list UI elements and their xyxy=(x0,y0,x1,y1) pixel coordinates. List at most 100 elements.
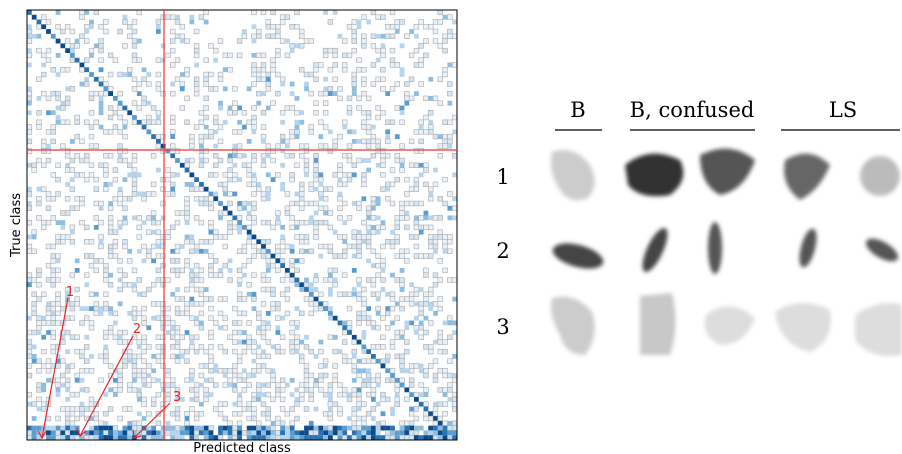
heat-cell xyxy=(60,106,65,111)
heat-cell xyxy=(424,430,429,435)
heat-cell xyxy=(285,297,290,302)
heat-cell xyxy=(80,321,85,326)
heat-cell xyxy=(347,172,352,177)
heat-cell xyxy=(443,368,448,373)
heat-cell xyxy=(447,215,452,220)
heat-cell xyxy=(261,249,266,254)
heat-cell xyxy=(232,321,237,326)
heat-cell xyxy=(166,53,171,58)
heat-cell xyxy=(194,187,199,192)
heat-cell xyxy=(328,91,333,96)
heat-cell xyxy=(376,426,381,431)
heat-cell xyxy=(218,182,223,187)
heat-cell xyxy=(108,225,113,230)
heat-cell xyxy=(175,258,180,263)
heat-cell xyxy=(204,435,209,440)
heat-cell xyxy=(242,387,247,392)
heat-cell xyxy=(414,435,419,440)
heat-cell xyxy=(352,430,357,435)
heat-cell xyxy=(424,392,429,397)
heat-cell xyxy=(443,39,448,44)
heat-cell xyxy=(252,115,257,120)
heat-cell xyxy=(323,206,328,211)
heat-cell xyxy=(103,306,108,311)
heat-cell xyxy=(166,421,171,426)
heat-cell xyxy=(185,258,190,263)
heat-cell xyxy=(142,416,147,421)
heat-cell xyxy=(127,163,132,168)
heat-cell xyxy=(295,435,300,440)
heat-cell xyxy=(89,402,94,407)
heat-cell xyxy=(56,72,61,77)
heat-cell xyxy=(218,411,223,416)
heat-cell xyxy=(132,187,137,192)
heat-cell xyxy=(132,77,137,82)
heat-cell xyxy=(118,129,123,134)
heat-cell xyxy=(75,58,80,63)
heat-cell xyxy=(271,435,276,440)
heat-cell xyxy=(409,201,414,206)
heat-cell xyxy=(223,192,228,197)
heat-cell xyxy=(404,91,409,96)
heat-cell xyxy=(347,426,352,431)
heat-cell xyxy=(218,139,223,144)
heat-cell xyxy=(65,101,70,106)
heat-cell xyxy=(404,96,409,101)
heat-cell xyxy=(318,373,323,378)
heat-cell xyxy=(247,344,252,349)
heat-cell xyxy=(323,392,328,397)
heat-cell xyxy=(151,153,156,158)
heat-cell xyxy=(314,101,319,106)
heat-cell xyxy=(256,249,261,254)
heat-cell xyxy=(204,125,209,130)
heat-cell xyxy=(443,15,448,20)
heat-cell xyxy=(390,168,395,173)
heat-cell xyxy=(237,201,242,206)
heat-cell xyxy=(304,287,309,292)
heat-cell xyxy=(175,158,180,163)
heat-cell xyxy=(204,392,209,397)
heat-cell xyxy=(266,149,271,154)
heat-cell xyxy=(400,354,405,359)
heat-cell xyxy=(424,330,429,335)
heat-cell xyxy=(70,435,75,440)
heat-cell xyxy=(433,235,438,240)
heat-cell xyxy=(175,244,180,249)
heat-cell xyxy=(242,163,247,168)
heat-cell xyxy=(419,225,424,230)
heat-cell xyxy=(137,91,142,96)
heat-cell xyxy=(252,368,257,373)
heat-cell xyxy=(352,287,357,292)
heat-cell xyxy=(285,411,290,416)
heat-cell xyxy=(414,301,419,306)
heat-cell xyxy=(347,53,352,58)
heat-cell xyxy=(99,220,104,225)
heat-cell xyxy=(80,196,85,201)
heat-cell xyxy=(228,230,233,235)
heat-cell xyxy=(371,10,376,15)
heat-cell xyxy=(275,258,280,263)
heat-cell xyxy=(166,392,171,397)
heat-cell xyxy=(419,306,424,311)
heat-cell xyxy=(27,125,32,130)
heat-cell xyxy=(175,354,180,359)
heat-cell xyxy=(438,134,443,139)
heat-cell xyxy=(118,268,123,273)
heat-cell xyxy=(170,82,175,87)
heat-cell xyxy=(161,282,166,287)
heat-cell xyxy=(103,82,108,87)
heat-cell xyxy=(443,249,448,254)
heat-cell xyxy=(242,378,247,383)
heat-cell xyxy=(199,182,204,187)
heat-cell xyxy=(70,58,75,63)
heat-cell xyxy=(223,316,228,321)
heat-cell xyxy=(166,306,171,311)
heat-cell xyxy=(342,182,347,187)
heat-cell xyxy=(404,435,409,440)
heat-cell xyxy=(309,349,314,354)
heat-cell xyxy=(275,53,280,58)
heat-cell xyxy=(204,72,209,77)
heat-cell xyxy=(328,67,333,72)
heat-cell xyxy=(170,292,175,297)
heat-cell xyxy=(366,316,371,321)
